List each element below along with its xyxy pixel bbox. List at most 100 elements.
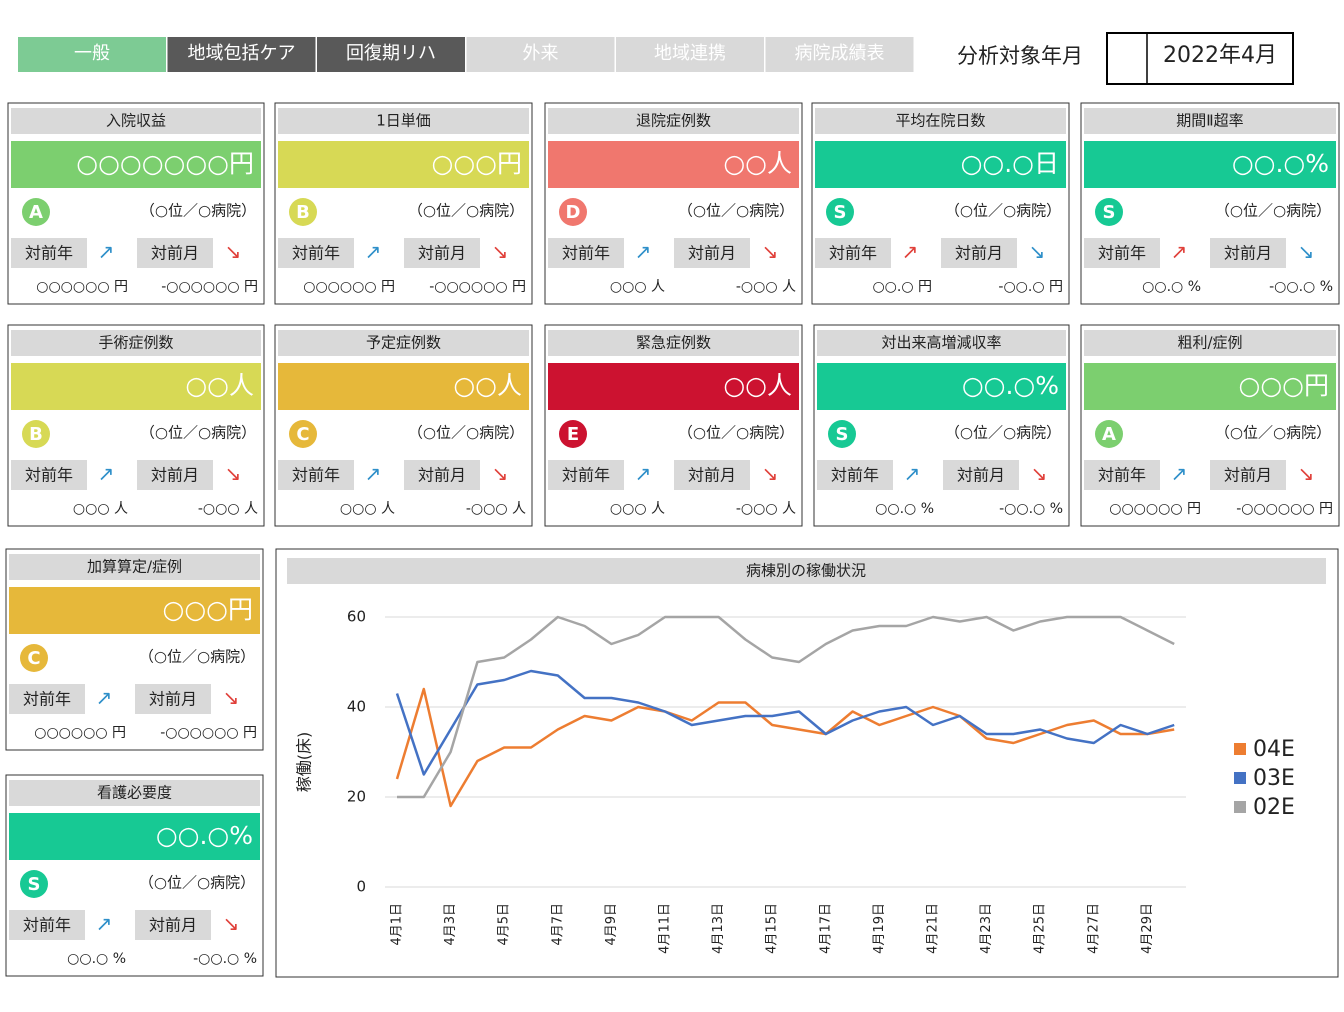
yoy-box — [9, 910, 85, 940]
mom-arrow: ↘ — [762, 462, 779, 486]
card-value: ○○人 — [453, 371, 522, 400]
card-rank: （○位／○病院） — [945, 424, 1061, 442]
card-value: ○○○円 — [432, 149, 522, 178]
mom-value: -○○○ 人 — [466, 501, 526, 517]
card — [7, 324, 265, 527]
grade-badge — [20, 870, 48, 898]
tab[interactable] — [18, 37, 166, 72]
card — [811, 102, 1070, 305]
card-value-bar — [278, 363, 529, 410]
yoy-value: ○○○ 人 — [73, 501, 128, 517]
tab[interactable] — [167, 37, 316, 72]
mom-label: 対前月 — [151, 466, 199, 485]
card-title-bar — [815, 108, 1066, 134]
card-title-bar — [548, 108, 799, 134]
grade-letter: S — [1103, 202, 1116, 223]
grade-letter: D — [566, 202, 581, 223]
mom-arrow: ↘ — [223, 912, 240, 936]
yoy-label: 対前年 — [562, 466, 610, 485]
card — [544, 324, 803, 527]
x-tick-label: 4月13日 — [711, 903, 726, 954]
mom-box — [674, 460, 750, 490]
mom-label: 対前月 — [418, 244, 466, 263]
card-value: ○○○円 — [1239, 371, 1329, 400]
yoy-arrow: ↗ — [635, 462, 652, 486]
grade-badge — [559, 198, 587, 226]
chart-title: 病棟別の稼働状況 — [746, 562, 866, 580]
tab-label[interactable]: 地域包括ケア — [188, 43, 296, 64]
card-title-bar — [11, 330, 261, 356]
card-rank: （○位／○病院） — [140, 424, 256, 442]
yoy-arrow: ↗ — [1171, 240, 1188, 264]
x-tick-label: 4月23日 — [979, 903, 994, 954]
mom-arrow: ↘ — [1298, 240, 1315, 264]
series-line — [395, 687, 1175, 808]
grade-letter: C — [27, 648, 40, 669]
mom-label: 対前月 — [149, 916, 197, 935]
card-value: ○○○○○○○円 — [76, 149, 254, 178]
grade-badge — [22, 420, 50, 448]
tab-label[interactable]: 回復期リハ — [346, 43, 436, 64]
card-rank: （○位／○病院） — [140, 202, 256, 220]
card-title: 緊急症例数 — [636, 334, 711, 352]
mom-arrow: ↘ — [492, 462, 509, 486]
x-tick-label: 4月27日 — [1086, 903, 1101, 954]
tab-label[interactable]: 一般 — [74, 43, 110, 64]
card-value-bar — [11, 141, 261, 188]
card-value-bar — [278, 141, 529, 188]
mom-box — [404, 460, 480, 490]
yoy-value: ○○.○ 円 — [872, 279, 932, 295]
card-rank: （○位／○病院） — [945, 202, 1061, 220]
card-value: ○○.○% — [1232, 149, 1329, 178]
mom-box — [135, 910, 211, 940]
yoy-label: 対前年 — [23, 916, 71, 935]
tab-label[interactable]: 地域連携 — [654, 43, 726, 64]
card-title-bar — [1084, 108, 1336, 134]
grade-badge — [1095, 420, 1123, 448]
card-value-bar — [1084, 141, 1336, 188]
card-title-bar — [278, 108, 529, 134]
card-title: 入院収益 — [106, 112, 166, 130]
card-title: 期間Ⅱ超率 — [1176, 112, 1243, 130]
card-value-bar — [817, 363, 1066, 410]
yoy-value: ○○.○ % — [1142, 279, 1201, 295]
card-title: 1日単価 — [376, 112, 431, 130]
yoy-value: ○○○○○○ 円 — [303, 279, 395, 295]
card-title-bar — [9, 780, 260, 806]
card-value-bar — [9, 587, 260, 634]
tab-label[interactable]: 外来 — [523, 43, 559, 64]
tab-label[interactable]: 病院成績表 — [795, 43, 885, 64]
grade-badge — [20, 644, 48, 672]
yoy-value: ○○○○○○ 円 — [36, 279, 128, 295]
yoy-label: 対前年 — [292, 244, 340, 263]
grade-letter: S — [834, 202, 847, 223]
card — [5, 548, 264, 751]
card-rank: （○位／○病院） — [139, 874, 255, 892]
mom-box — [1210, 238, 1286, 268]
x-tick-label: 4月21日 — [926, 903, 941, 954]
legend-swatch — [1234, 743, 1246, 755]
grade-letter: A — [1102, 424, 1116, 445]
grade-letter: C — [296, 424, 309, 445]
card — [274, 324, 533, 527]
series-line — [397, 615, 1175, 799]
yoy-arrow: ↗ — [98, 462, 115, 486]
mom-box — [941, 238, 1017, 268]
card-title: 平均在院日数 — [895, 112, 985, 130]
mom-arrow: ↘ — [1031, 462, 1048, 486]
mom-arrow: ↘ — [492, 240, 509, 264]
tab[interactable] — [317, 37, 465, 72]
yoy-box — [278, 238, 354, 268]
tab[interactable] — [765, 37, 914, 72]
y-tick-label: 0 — [356, 878, 366, 896]
yoy-label: 対前年 — [562, 244, 610, 263]
card-rank: （○位／○病院） — [678, 202, 794, 220]
tab[interactable] — [616, 37, 764, 72]
mom-box — [135, 684, 211, 714]
mom-value: -○○.○ % — [193, 951, 257, 967]
mom-label: 対前月 — [688, 466, 736, 485]
mom-value: -○○.○ % — [999, 501, 1063, 517]
tab[interactable] — [466, 37, 615, 72]
yoy-label: 対前年 — [1098, 466, 1146, 485]
